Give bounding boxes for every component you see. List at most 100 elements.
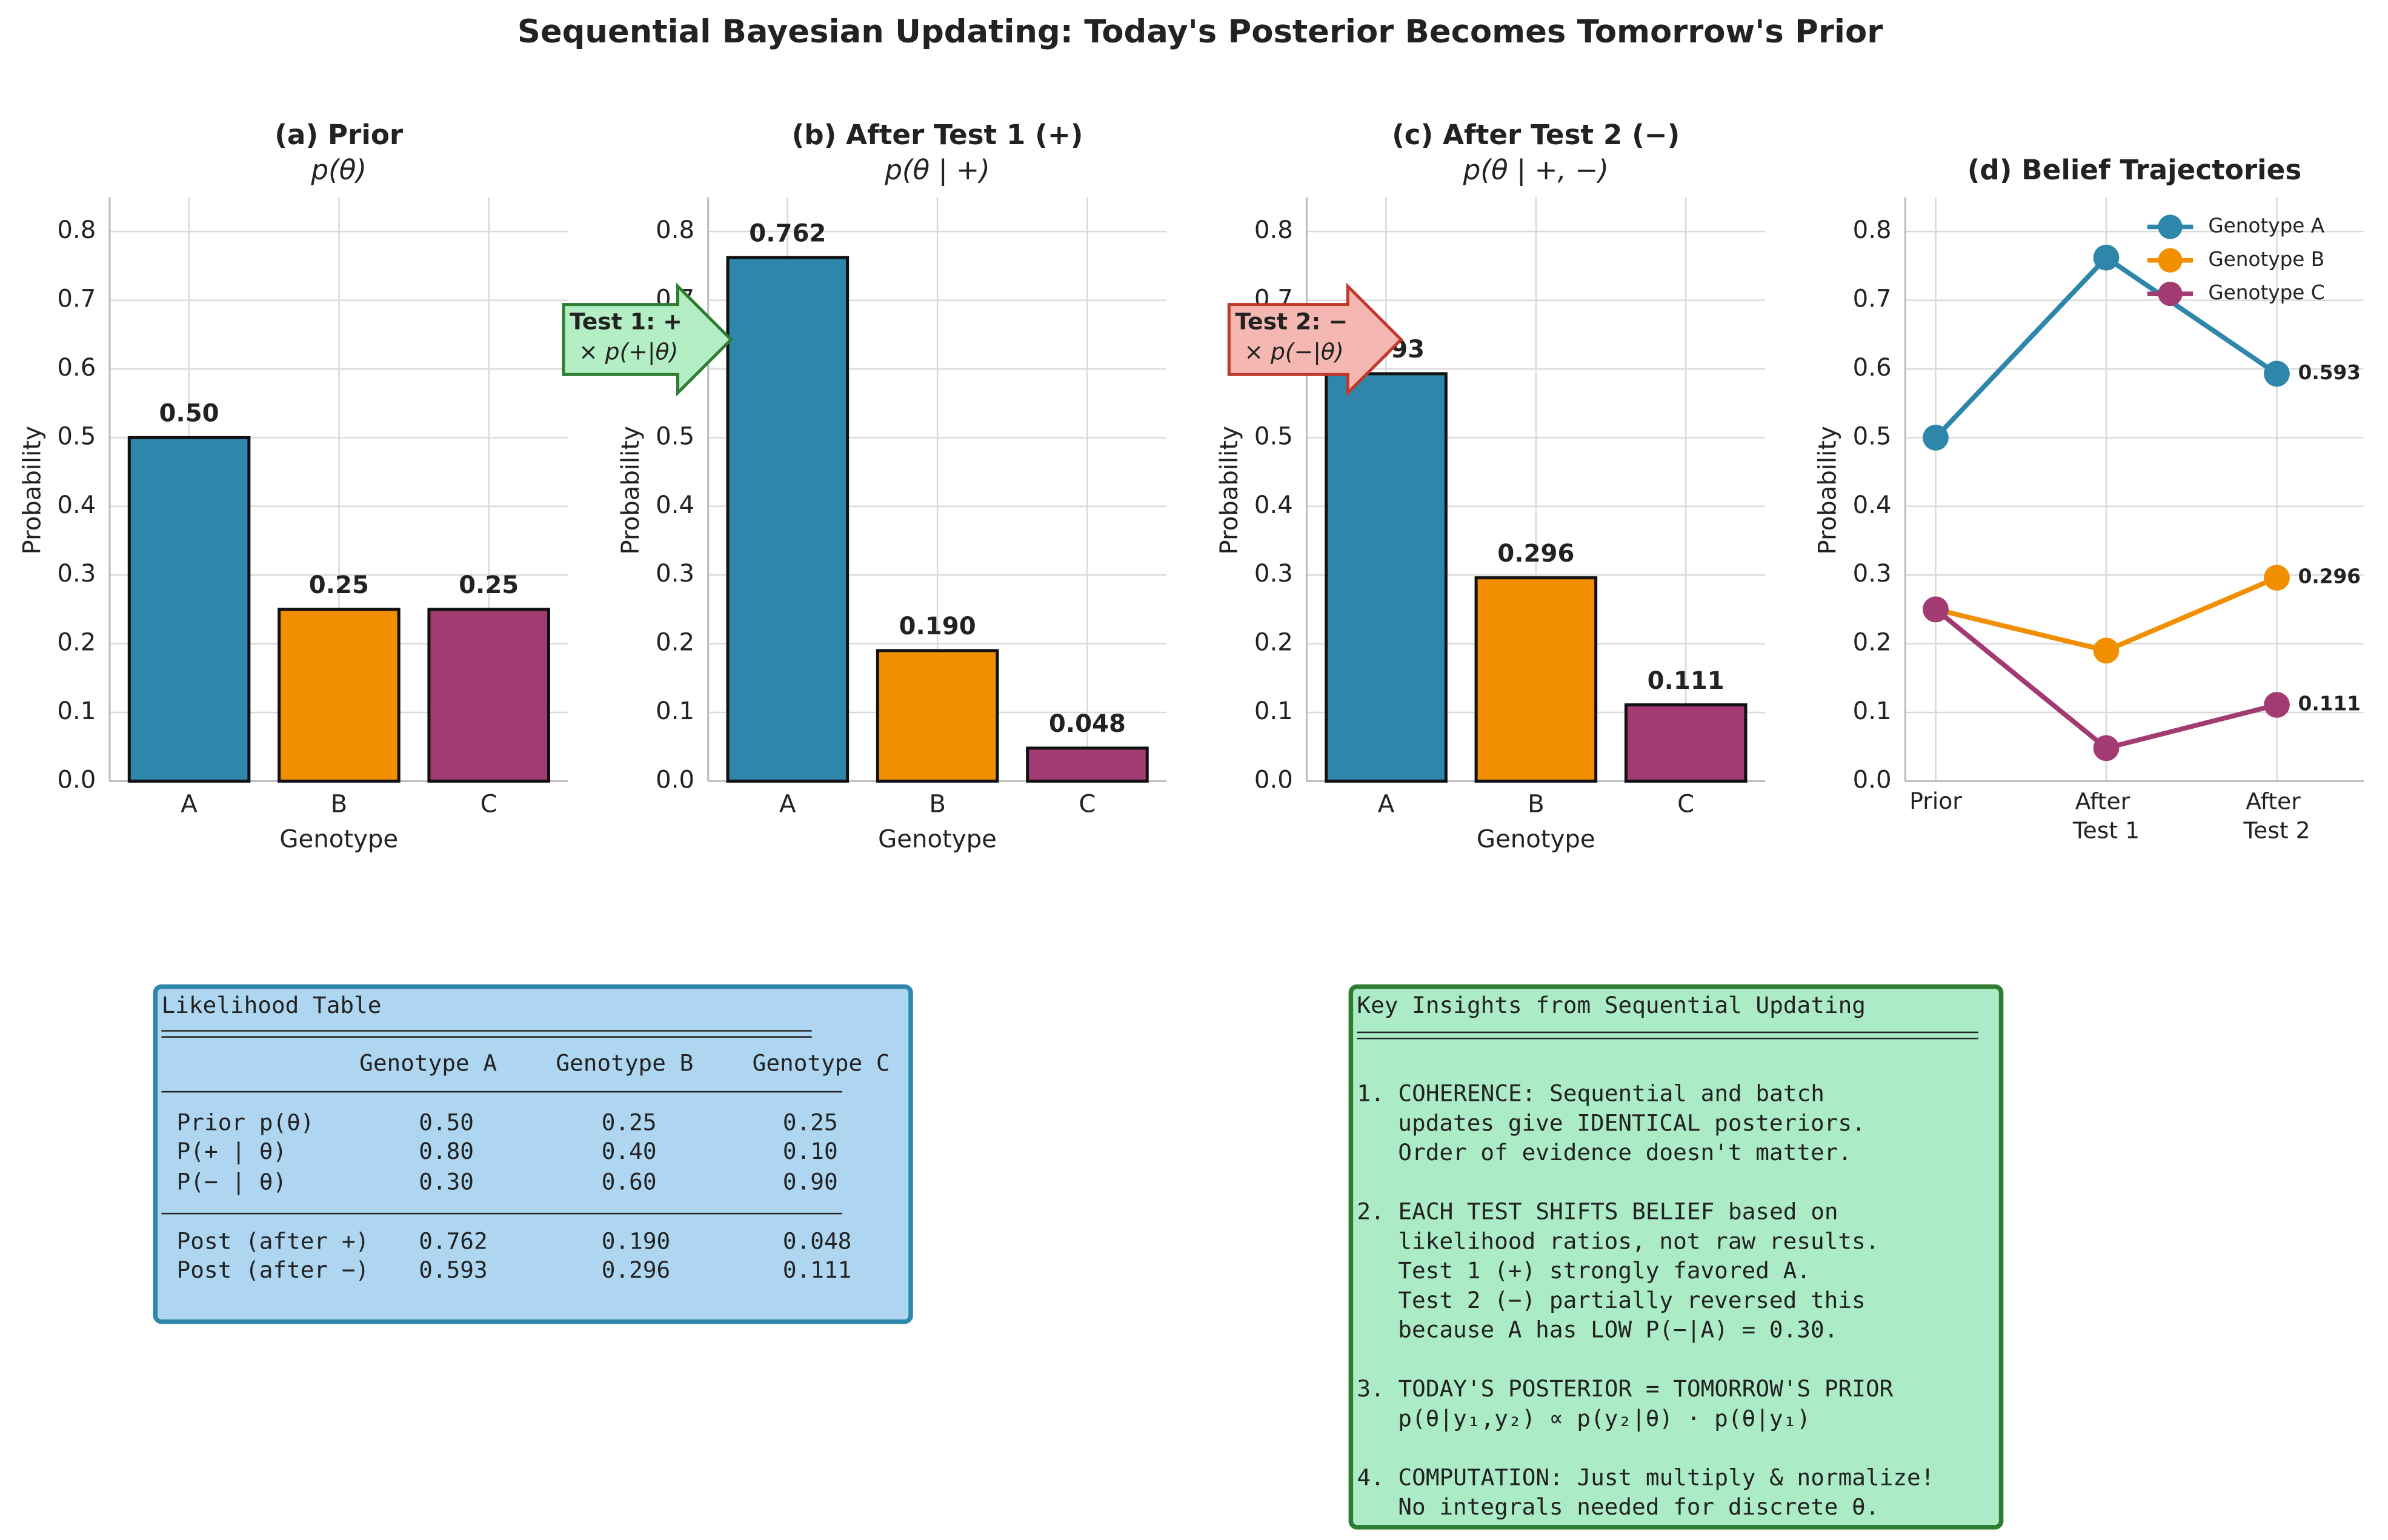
- insights-box: [1348, 984, 2004, 1530]
- x-tick-label: C: [481, 791, 497, 818]
- x-tick-label-line: After: [2246, 788, 2307, 814]
- value-label: 0.048: [1049, 710, 1126, 738]
- table-cell: 0.25: [602, 1109, 657, 1135]
- y-tick-label: 0.2: [57, 629, 96, 657]
- legend-label: Genotype C: [2208, 281, 2324, 304]
- y-tick-label: 0.5: [656, 422, 694, 450]
- y-tick-label: 0.1: [57, 697, 96, 725]
- table-row-label: Post (after +): [177, 1227, 370, 1254]
- insight-line: updates give IDENTICAL posteriors.: [1398, 1109, 1865, 1136]
- x-tick-label: C: [1677, 791, 1694, 818]
- insight-line: 2. EACH TEST SHIFTS BELIEF based on: [1357, 1198, 1838, 1225]
- point: [2264, 692, 2290, 718]
- table-cell: 0.111: [783, 1256, 851, 1283]
- x-tick-label: B: [929, 791, 946, 818]
- y-tick-label: 0.6: [57, 354, 96, 382]
- table-row-label: P(+ | θ): [177, 1138, 287, 1165]
- point: [2264, 565, 2290, 591]
- bar: [1624, 703, 1748, 783]
- y-axis-label: Probability: [1814, 426, 1842, 555]
- insight-line: 1. COHERENCE: Sequential and batch: [1357, 1080, 1824, 1107]
- y-tick-label: 0.4: [656, 491, 694, 519]
- value-label: 0.50: [159, 400, 219, 428]
- y-axis-label: Probability: [1216, 426, 1243, 555]
- y-tick-label: 0.1: [656, 697, 694, 725]
- x-tick-label: After Test 2: [2243, 788, 2310, 843]
- y-tick-label: 0.8: [1853, 216, 1892, 244]
- table-cell: 0.25: [783, 1109, 838, 1135]
- table-cell: 0.80: [419, 1138, 474, 1164]
- chart-subtitle: p(θ | +): [884, 154, 990, 186]
- x-tick-label: B: [331, 791, 348, 818]
- legend-label: Genotype A: [2208, 214, 2324, 237]
- y-tick-label: 0.5: [1254, 422, 1293, 450]
- table-row-label: Post (after −): [177, 1256, 370, 1283]
- bar: [127, 436, 251, 783]
- legend-marker: [2158, 281, 2183, 307]
- annotation-text: Test 1: +: [570, 308, 682, 334]
- point: [1923, 425, 1949, 451]
- x-tick-label-line: Test 1: [2072, 817, 2140, 843]
- x-axis-label: Genotype: [279, 825, 398, 853]
- value-label: 0.762: [749, 220, 826, 248]
- point: [2264, 360, 2290, 387]
- bar: [1026, 746, 1149, 783]
- bar: [1325, 372, 1448, 783]
- annotation-text: × p(+|θ): [579, 339, 678, 366]
- annotation-text: × p(−|θ): [1244, 339, 1343, 366]
- legend-marker: [2158, 248, 2183, 273]
- bar: [1474, 576, 1598, 783]
- annotation-arrow: [562, 282, 733, 397]
- y-tick-label: 0.3: [57, 560, 96, 588]
- insight-line: 3. TODAY'S POSTERIOR = TOMORROW'S PRIOR: [1357, 1375, 1893, 1402]
- table-cell: 0.90: [783, 1168, 838, 1195]
- y-tick-label: 0.4: [1254, 491, 1293, 519]
- x-tick-label: A: [181, 791, 198, 818]
- insight-line: Test 1 (+) strongly favored A.: [1398, 1257, 1811, 1284]
- table-cell: 0.60: [602, 1168, 657, 1195]
- end-label: 0.593: [2298, 361, 2361, 384]
- value-label: 0.111: [1648, 667, 1724, 695]
- value-label: 0.25: [309, 571, 369, 599]
- insight-line: No integrals needed for discrete θ.: [1398, 1493, 1879, 1520]
- x-tick-label: A: [1378, 791, 1395, 818]
- table-header: Genotype A: [359, 1049, 497, 1076]
- x-tick-label: A: [779, 791, 796, 818]
- insight-line: p(θ|y₁,y₂) ∝ p(y₂|θ) · p(θ|y₁): [1398, 1405, 1811, 1432]
- table-cell: 0.296: [602, 1256, 670, 1283]
- legend-marker: [2158, 214, 2183, 239]
- x-tick-label: Prior: [1909, 788, 1962, 814]
- table-row-label: P(− | θ): [177, 1168, 287, 1195]
- chart-title: (d) Belief Trajectories: [1967, 154, 2302, 186]
- insight-line: 4. COMPUTATION: Just multiply & normaliz…: [1357, 1464, 1934, 1490]
- table-cell: 0.10: [783, 1138, 838, 1164]
- value-label: 0.296: [1497, 540, 1574, 568]
- bar: [278, 608, 401, 783]
- legend-label: Genotype B: [2208, 248, 2324, 271]
- chart-subtitle: p(θ | +, −): [1463, 154, 1609, 186]
- chart-title: (b) After Test 1 (+): [792, 119, 1083, 151]
- y-axis-label: Probability: [617, 426, 645, 555]
- table-cell: 0.190: [602, 1227, 670, 1254]
- y-tick-label: 0.1: [1254, 697, 1293, 725]
- x-tick-label: After Test 1: [2072, 788, 2140, 843]
- x-tick-label: B: [1528, 791, 1545, 818]
- y-tick-label: 0.5: [57, 422, 96, 450]
- table-cell: 0.593: [419, 1256, 487, 1283]
- x-tick-label: C: [1079, 791, 1096, 818]
- point: [2093, 244, 2120, 271]
- bar: [876, 649, 999, 783]
- y-tick-label: 0.4: [1853, 491, 1892, 519]
- table-cell: 0.048: [783, 1227, 851, 1254]
- point: [1923, 596, 1949, 623]
- annotation-text: Test 2: −: [1235, 308, 1348, 334]
- value-label: 0.25: [459, 571, 519, 599]
- table-cell: 0.30: [419, 1168, 474, 1195]
- insight-line: because A has LOW P(−|A) = 0.30.: [1398, 1316, 1838, 1344]
- y-tick-label: 0.0: [656, 766, 694, 794]
- y-tick-label: 0.3: [1853, 560, 1892, 588]
- chart-subtitle: p(θ): [310, 154, 367, 186]
- y-tick-label: 0.2: [656, 629, 694, 657]
